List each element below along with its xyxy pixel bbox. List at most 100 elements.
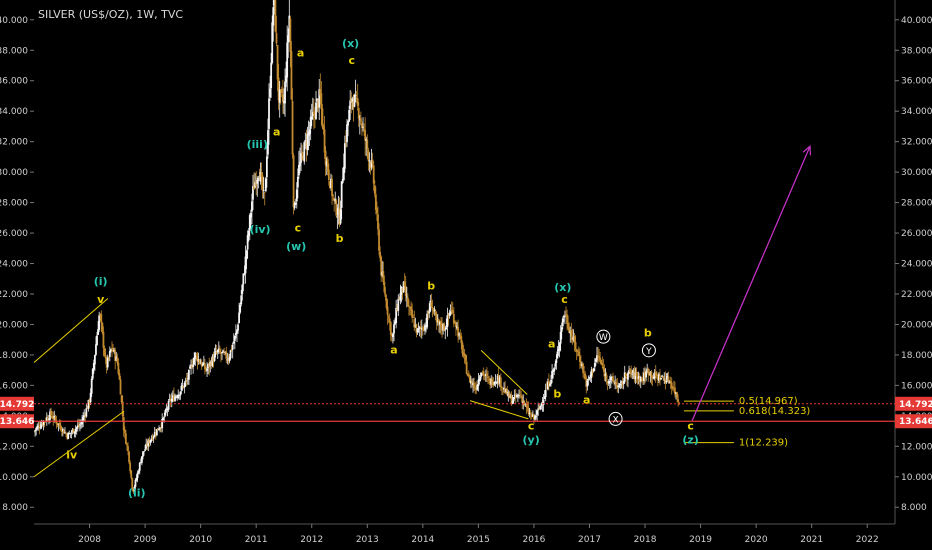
- candle-body: [458, 333, 461, 336]
- candle-body: [666, 376, 669, 380]
- candle-body: [601, 363, 604, 366]
- candle-body: [88, 399, 91, 404]
- candle-body: [471, 381, 473, 385]
- candle-body: [408, 305, 410, 307]
- candle-body: [450, 309, 453, 311]
- y-tick-label-left: 8.000: [2, 503, 28, 513]
- candle-body: [153, 432, 156, 437]
- candle-body: [161, 419, 164, 429]
- y-tick-label-right: 40.000: [901, 16, 932, 26]
- candle-body: [596, 355, 598, 361]
- circled-wave-marker: [608, 411, 623, 426]
- candle-body: [404, 285, 407, 297]
- candle-body: [591, 369, 594, 373]
- candle-body: [553, 367, 556, 372]
- candle-body: [259, 172, 262, 182]
- candle-body: [627, 373, 629, 380]
- wave-label: a: [390, 343, 397, 356]
- price-tag-left: [0, 414, 34, 429]
- candle-body: [400, 286, 403, 295]
- candle-body: [213, 353, 216, 361]
- candle-body: [119, 379, 122, 395]
- candle-body: [398, 298, 401, 300]
- candle-body: [628, 370, 630, 374]
- candle-body: [663, 378, 666, 380]
- candle-body: [227, 359, 230, 361]
- candle-body: [475, 387, 478, 390]
- candle-body: [345, 140, 347, 142]
- candle-body: [55, 420, 58, 424]
- y-tick-label-left: 22.000: [0, 290, 28, 300]
- wave-label: c: [687, 420, 694, 433]
- candle-body: [380, 256, 383, 276]
- wave-label: a: [297, 46, 304, 59]
- candle-body: [264, 178, 267, 192]
- candle-body: [169, 398, 172, 402]
- candle-body: [571, 337, 574, 341]
- candle-body: [671, 388, 674, 390]
- candle-body: [68, 433, 71, 434]
- candle-body: [611, 377, 613, 378]
- candle-body: [306, 134, 309, 150]
- candle-body: [65, 433, 67, 435]
- y-tick-label-left: 40.000: [0, 16, 28, 26]
- y-tick-label-right: 32.000: [901, 138, 932, 148]
- candle-body: [212, 357, 215, 362]
- candle-body: [481, 371, 484, 373]
- candle-body: [651, 376, 654, 379]
- candle-body: [599, 357, 602, 361]
- candle-body: [423, 329, 425, 331]
- candle-body: [350, 97, 353, 102]
- candle-body: [495, 382, 498, 384]
- candle-body: [559, 332, 562, 344]
- candle-body: [383, 281, 386, 293]
- candle-body: [340, 181, 343, 208]
- candle-body: [554, 363, 557, 367]
- candle-body: [114, 350, 117, 361]
- candle-body: [371, 159, 374, 164]
- candle-body: [190, 364, 192, 368]
- candle-body: [479, 376, 482, 380]
- candle-body: [189, 366, 191, 369]
- y-tick-label-left: 18.000: [0, 351, 28, 361]
- y-tick-label-left: 28.000: [0, 199, 28, 209]
- candle-body: [396, 308, 399, 311]
- candle-body: [81, 421, 83, 425]
- candle-body: [489, 378, 492, 386]
- candle-body: [182, 385, 185, 388]
- candle-body: [388, 318, 391, 323]
- chart-title: SILVER (US$/OZ), 1W, TVC: [38, 8, 184, 21]
- candle-body: [57, 423, 60, 425]
- y-tick-label-right: 34.000: [901, 107, 932, 117]
- candle-body: [550, 379, 552, 384]
- candle-body: [48, 419, 50, 421]
- candle-body: [425, 325, 427, 327]
- candle-body: [555, 359, 558, 364]
- candle-body: [329, 181, 331, 189]
- candle-body: [158, 429, 160, 431]
- candle-body: [575, 349, 578, 352]
- candle-body: [525, 403, 528, 408]
- candle-body: [176, 397, 179, 398]
- candle-body: [593, 363, 596, 368]
- candle-body: [529, 413, 532, 415]
- y-tick-label-right: 38.000: [901, 46, 932, 56]
- candle-body: [377, 214, 379, 230]
- candle-body: [346, 124, 348, 143]
- candle-body: [241, 284, 244, 294]
- candle-body: [130, 470, 133, 478]
- candle-body: [551, 370, 553, 379]
- candle-body: [311, 112, 314, 116]
- candle-body: [410, 306, 412, 311]
- candle-body: [376, 208, 378, 214]
- candle-body: [218, 349, 221, 353]
- y-tick-label-right: 10.000: [901, 473, 932, 483]
- candle-body: [295, 189, 298, 202]
- candle-body: [433, 310, 436, 312]
- candle-body: [387, 316, 390, 318]
- candle-body: [251, 201, 253, 212]
- candle-body: [650, 371, 653, 378]
- candle-body: [126, 444, 128, 446]
- x-tick-label: 2019: [689, 535, 712, 545]
